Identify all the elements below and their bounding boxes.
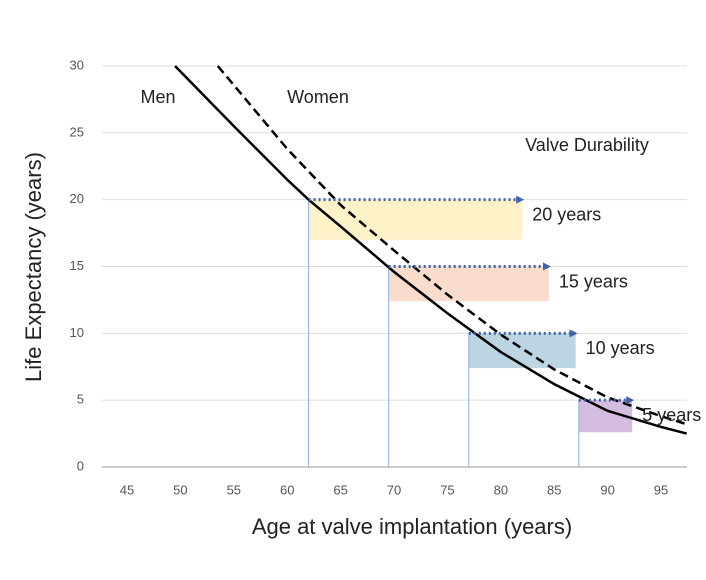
- y-tick-label: 15: [70, 258, 84, 273]
- durability-label: 5 years: [642, 405, 701, 425]
- x-tick-label: 80: [494, 482, 508, 497]
- durability-box: [468, 333, 576, 369]
- x-tick-label: 50: [173, 482, 187, 497]
- x-tick-label: 55: [227, 482, 241, 497]
- durability-box: [388, 266, 549, 302]
- x-tick-label: 75: [440, 482, 454, 497]
- durability-label: 10 years: [586, 338, 655, 358]
- y-tick-label: 5: [77, 392, 84, 407]
- durability-label: 15 years: [559, 271, 628, 291]
- x-axis-title: Age at valve implantation (years): [252, 514, 572, 539]
- y-tick-label: 30: [70, 57, 84, 72]
- y-tick-label: 10: [70, 325, 84, 340]
- x-tick-label: 95: [654, 482, 668, 497]
- durability-title: Valve Durability: [525, 135, 649, 155]
- x-tick-label: 65: [333, 482, 347, 497]
- y-tick-label: 20: [70, 191, 84, 206]
- x-tick-label: 85: [547, 482, 561, 497]
- y-axis-title: Life Expectancy (years): [21, 152, 46, 382]
- x-tick-label: 45: [120, 482, 134, 497]
- men-label: Men: [140, 87, 175, 107]
- x-tick-label: 70: [387, 482, 401, 497]
- durability-box: [308, 199, 523, 240]
- series-line: [174, 65, 687, 435]
- series-line: [216, 65, 688, 426]
- x-tick-label: 90: [600, 482, 614, 497]
- women-label: Women: [287, 87, 349, 107]
- y-tick-label: 0: [77, 458, 84, 473]
- durability-label: 20 years: [532, 204, 601, 224]
- y-tick-label: 25: [70, 124, 84, 139]
- x-tick-label: 60: [280, 482, 294, 497]
